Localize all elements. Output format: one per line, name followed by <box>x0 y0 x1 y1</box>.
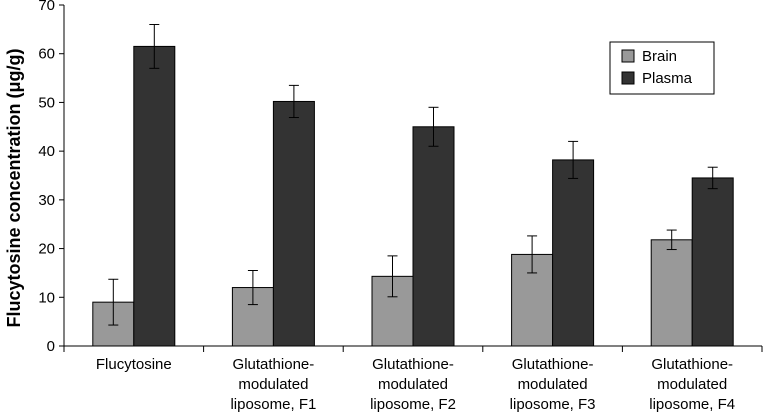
y-tick-label: 70 <box>38 0 55 14</box>
y-tick-label: 10 <box>38 289 55 306</box>
y-tick-label: 20 <box>38 241 55 258</box>
bar-plasma <box>691 177 734 347</box>
bars <box>92 23 734 347</box>
bar-plasma <box>552 159 595 347</box>
x-category-label: Flucytosine <box>96 356 172 373</box>
legend-swatch-brain <box>621 49 635 63</box>
y-axis-title: Flucytosine concentration (μg/g) <box>4 48 24 327</box>
legend-label-plasma: Plasma <box>642 70 693 87</box>
bar-plasma <box>412 126 455 347</box>
x-category-label: Glutathione-modulated liposome, F1 <box>230 356 316 413</box>
y-tick-label: 60 <box>38 46 55 63</box>
legend-label-brain: Brain <box>642 48 677 65</box>
y-tick-label: 30 <box>38 192 55 209</box>
bar-plasma <box>133 45 176 347</box>
x-category-label: Glutathione-modulated liposome, F3 <box>510 356 596 413</box>
y-tick-label: 0 <box>47 338 55 355</box>
y-tick-label: 50 <box>38 94 55 111</box>
bar-plasma <box>272 100 315 347</box>
bar-brain <box>650 239 693 347</box>
axes: 0 10 20 30 40 50 60 70 Flucytosine Glutathione-mo… <box>38 0 763 413</box>
legend-swatch-plasma <box>621 71 635 85</box>
y-tick-label: 40 <box>38 143 55 160</box>
x-category-label: Glutathione-modulated liposome, F4 <box>649 356 735 413</box>
x-category-label: Glutathione-modulated liposome, F2 <box>370 356 456 413</box>
legend: Brain Plasma <box>609 41 715 95</box>
